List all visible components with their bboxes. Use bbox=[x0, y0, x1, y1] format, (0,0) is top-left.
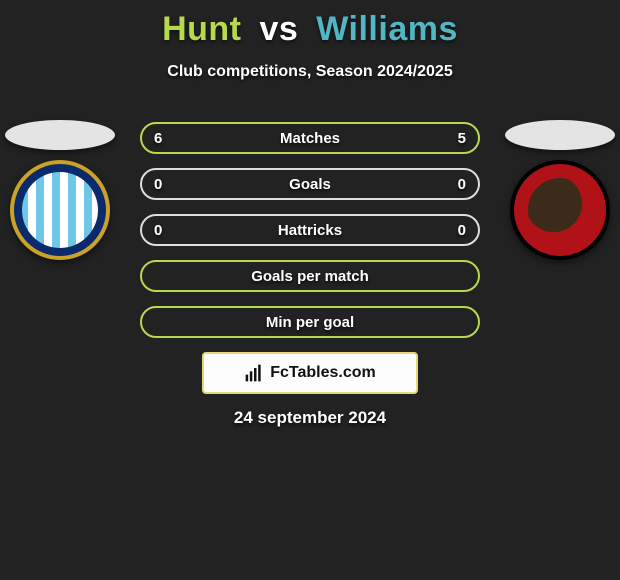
stat-left-value: 0 bbox=[154, 222, 162, 239]
stat-label: Min per goal bbox=[266, 314, 354, 331]
stat-right-value: 0 bbox=[458, 176, 466, 193]
stat-row-hattricks: 0 Hattricks 0 bbox=[140, 214, 480, 246]
player1-column bbox=[5, 120, 115, 260]
player2-name: Williams bbox=[316, 10, 458, 48]
stat-label: Goals per match bbox=[251, 268, 369, 285]
stat-row-goals-per-match: Goals per match bbox=[140, 260, 480, 292]
stat-label: Goals bbox=[289, 176, 331, 193]
stat-left-value: 6 bbox=[154, 130, 162, 147]
player2-club-badge bbox=[510, 160, 610, 260]
player2-column bbox=[505, 120, 615, 260]
stat-right-value: 0 bbox=[458, 222, 466, 239]
player1-club-badge bbox=[10, 160, 110, 260]
subtitle: Club competitions, Season 2024/2025 bbox=[0, 63, 620, 81]
stat-label: Hattricks bbox=[278, 222, 342, 239]
player1-name: Hunt bbox=[162, 10, 241, 48]
branding-box: FcTables.com bbox=[202, 352, 418, 394]
bar-chart-icon bbox=[244, 363, 264, 383]
stat-left-value: 0 bbox=[154, 176, 162, 193]
stat-label: Matches bbox=[280, 130, 340, 147]
player1-avatar-placeholder bbox=[5, 120, 115, 150]
comparison-title: Hunt vs Williams bbox=[0, 0, 620, 49]
stats-list: 6 Matches 5 0 Goals 0 0 Hattricks 0 Goal… bbox=[140, 122, 480, 352]
vs-label: vs bbox=[259, 10, 298, 48]
comparison-date: 24 september 2024 bbox=[0, 408, 620, 428]
stat-right-value: 5 bbox=[458, 130, 466, 147]
branding-text: FcTables.com bbox=[270, 364, 376, 382]
stat-row-goals: 0 Goals 0 bbox=[140, 168, 480, 200]
stat-row-matches: 6 Matches 5 bbox=[140, 122, 480, 154]
stat-row-min-per-goal: Min per goal bbox=[140, 306, 480, 338]
player2-avatar-placeholder bbox=[505, 120, 615, 150]
